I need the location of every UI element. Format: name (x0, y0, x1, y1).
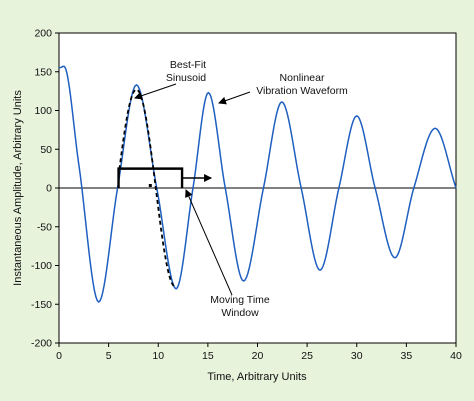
annotation-nonlinear-line2: Vibration Waveform (256, 85, 348, 97)
x-tick-label: 10 (152, 350, 164, 362)
annotation-nonlinear-leader (218, 91, 251, 105)
series-layer (58, 65, 457, 303)
y-axis-title: Instantaneous Amplitude, Arbitrary Units (12, 90, 24, 286)
series-nonlinear-waveform (58, 65, 457, 303)
x-tick-label: 35 (401, 350, 413, 362)
y-tick-label: 150 (34, 66, 52, 78)
annotation-best-fit-line2: Sinusoid (166, 72, 206, 84)
window-marker (148, 184, 152, 187)
annotation-nonlinear-line1: Nonlinear (280, 72, 325, 84)
annotation-window-line1: Moving Time (210, 294, 270, 306)
x-tick-label: 25 (301, 350, 313, 362)
annotation-window-leader (185, 189, 233, 296)
annotation-best-fit: Best-Fit Sinusoid (134, 59, 206, 100)
annotation-best-fit-line1: Best-Fit (170, 59, 206, 71)
x-tick-label: 40 (450, 350, 462, 362)
x-axis-title: Time, Arbitrary Units (207, 371, 307, 383)
x-tick-label: 20 (252, 350, 264, 362)
y-tick-label: -200 (31, 338, 52, 350)
annotation-nonlinear: Nonlinear Vibration Waveform (218, 72, 348, 105)
annotation-best-fit-leader (134, 83, 177, 100)
y-tick-label: 0 (46, 183, 52, 195)
annotation-window-line2: Window (221, 307, 259, 319)
x-tick-label: 0 (56, 350, 62, 362)
y-tick-label: -100 (31, 260, 52, 272)
y-tick-label: 100 (34, 105, 52, 117)
y-tick-label: -150 (31, 299, 52, 311)
y-tick-label: 200 (34, 28, 52, 40)
x-tick-label: 30 (351, 350, 363, 362)
axis-tick-labels: 0 5 10 15 20 25 30 35 40 -200 -150 -100 -50 0 50 100 150… (31, 28, 462, 363)
y-tick-label: 50 (40, 144, 52, 156)
series-best-fit-sinusoid (117, 88, 177, 288)
y-tick-label: -50 (37, 221, 52, 233)
moving-time-window (117, 167, 213, 188)
axis-ticks (55, 32, 457, 347)
x-tick-label: 15 (202, 350, 214, 362)
annotation-window: Moving Time Window (185, 189, 270, 319)
x-tick-label: 5 (106, 350, 112, 362)
